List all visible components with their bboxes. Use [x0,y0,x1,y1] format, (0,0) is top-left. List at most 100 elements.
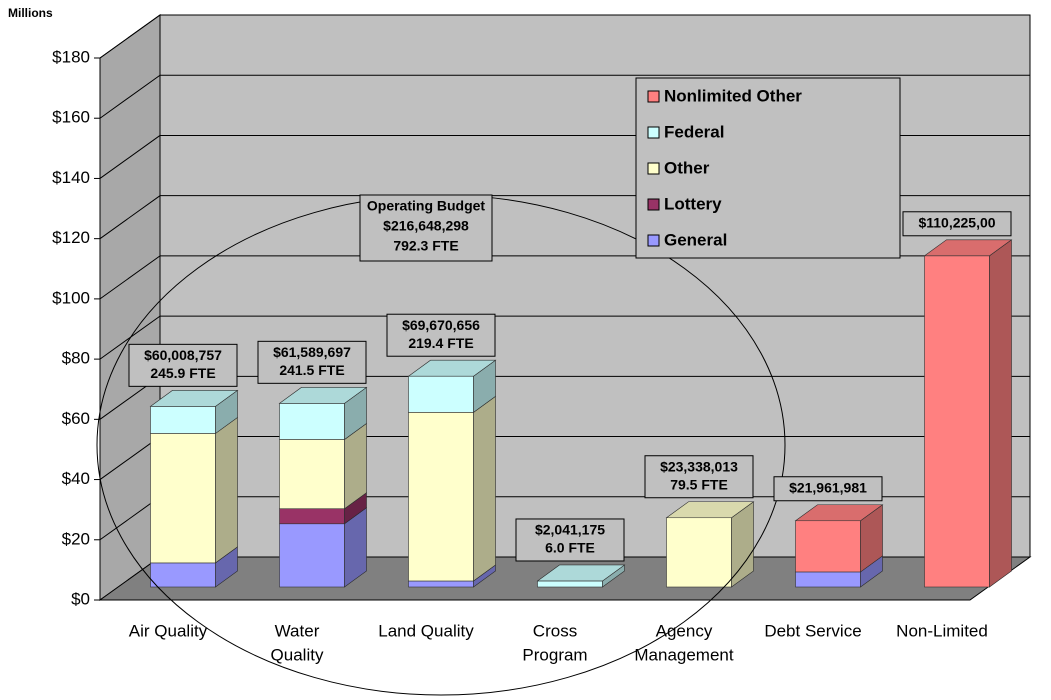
bar-label: $69,670,656 [402,317,480,333]
bar-segment [150,562,216,588]
bar-side-shade [731,501,754,587]
bar-label: $23,338,013 [660,458,738,474]
x-tick-label: Non-Limited [896,621,988,640]
y-tick-label: $180 [52,47,90,66]
x-tick-label: Cross [533,621,577,640]
legend-swatch [647,198,660,211]
bar-segment [408,412,474,582]
bar-segment [150,406,216,434]
bar-segment [150,433,216,564]
legend-label: Lottery [664,194,722,213]
bar-segment [279,523,345,588]
bar-label: 245.9 FTE [150,365,215,381]
annotation: $216,648,298 [383,218,469,234]
bar-label: 6.0 FTE [545,540,595,556]
grid-line [99,135,161,179]
bar-side-shade [215,546,238,587]
bar-label: 241.5 FTE [279,362,344,378]
bar-segment [795,571,861,588]
y-tick-label: $120 [52,228,90,247]
bar-label-box [902,211,1012,237]
bar-top [407,359,497,377]
legend-swatch [647,162,660,175]
bar-top-shade [666,501,754,518]
grid-line [99,255,161,300]
legend-label: Other [664,158,710,177]
bar-side-shade [473,360,496,413]
x-tick-label: Water [275,621,320,640]
y-tick-label: $100 [52,288,90,307]
y-tick-label: $20 [62,529,90,548]
legend-label: General [664,230,727,249]
y-tick-label: $80 [62,349,90,368]
bar-label-box [515,518,625,562]
grid-line [99,14,161,59]
x-tick-label: Land Quality [378,621,474,640]
bar-side-shade [215,390,238,434]
bar-label-box [386,313,496,357]
bar-label-box [644,455,754,499]
bar-label: $110,225,00 [918,214,995,230]
bar-segment [666,517,732,588]
bar-side-shade [860,504,883,572]
bar-segment [279,403,345,440]
legend-swatch [647,90,660,103]
legend-label: Federal [664,122,724,141]
bar-side-shade [344,507,367,587]
grid-line [99,436,161,480]
bar-label: $21,961,981 [789,479,867,495]
bar-label-box [773,476,883,502]
bar-label: 79.5 FTE [670,476,728,492]
bar-segment [279,439,345,510]
legend-box [635,77,901,259]
y-axis-label: Millions [8,6,53,20]
bar-label: $61,589,697 [273,344,351,360]
bar-top [923,239,1013,257]
bar-label: 219.4 FTE [408,335,473,351]
grid-line [99,74,161,119]
y-tick-label: $0 [71,589,90,608]
annotation-box [359,194,493,262]
legend-swatch [647,126,660,139]
grid-line [99,496,161,541]
bar-top-shade [924,239,1012,256]
bar-side-shade [473,396,496,581]
x-tick-label: Management [634,645,734,664]
bar-side-shade [989,239,1012,587]
x-tick-label: Air Quality [129,621,208,640]
legend-label: Nonlimited Other [664,86,802,105]
bar-side-shade [344,387,367,440]
y-tick-label: $160 [52,108,90,127]
bar-side-shade [602,564,625,587]
y-tick-label: $40 [62,469,90,488]
bar-segment [924,255,990,588]
bar-segment [408,580,474,588]
bar-side-shade [473,564,496,587]
annotation: 792.3 FTE [393,238,458,254]
bar-side-shade [860,555,883,587]
grid-line [99,195,161,240]
bar-segment [408,375,474,413]
y-tick-label: $140 [52,168,90,187]
bar-label: $60,008,757 [144,347,222,363]
bar-segment [279,508,345,525]
bar-side-shade [344,492,367,524]
bar-top [536,564,626,582]
bar-side-shade [215,417,238,563]
bar-top-shade [795,504,883,521]
x-tick-label: Debt Service [764,621,861,640]
bar-top [794,504,884,522]
bar-top-shade [150,390,238,407]
bar-top-shade [537,564,625,581]
bar-top [665,501,755,519]
bar-label-box [257,340,367,384]
bar-label: $2,041,175 [535,522,605,538]
x-tick-label: Program [522,645,587,664]
bar-top-shade [408,360,496,377]
bar-segment [537,580,603,588]
bar-side-shade [344,423,367,509]
bar-top-shade [279,387,367,404]
x-tick-label: Quality [271,645,324,664]
bar-label-box [128,343,238,387]
